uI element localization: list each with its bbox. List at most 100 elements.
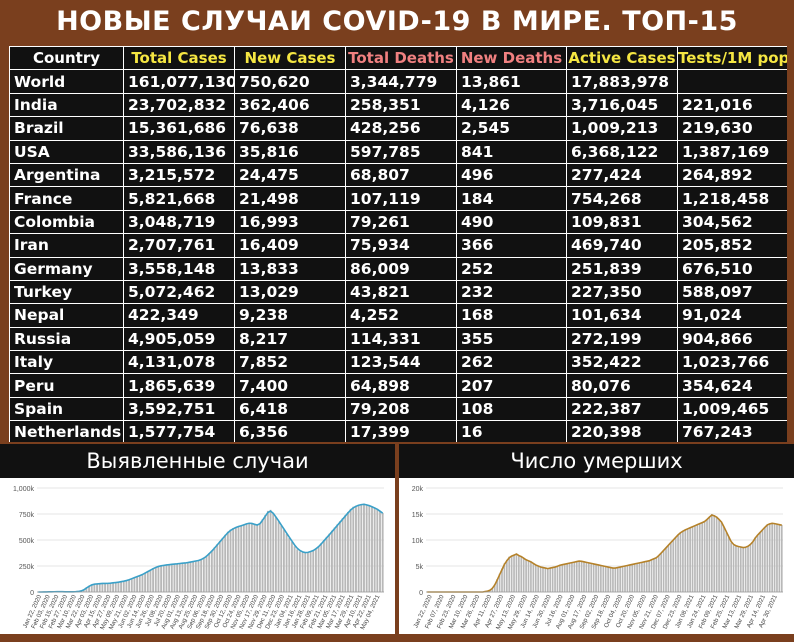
table-cell: 262 [456, 350, 567, 375]
table-cell [677, 69, 787, 94]
table-cell: 304,562 [677, 209, 787, 235]
cases-bar [333, 527, 336, 592]
table-row: Italy 4,131,078 7,852 123,544 262 352,422 1,02… [9, 350, 787, 375]
cases-bar [189, 561, 192, 592]
cases-bar [117, 582, 120, 592]
cases-bar [186, 562, 189, 592]
deaths-bar [696, 524, 699, 592]
cases-bar [157, 566, 160, 592]
deaths-bar [708, 516, 711, 592]
deaths-bar [706, 519, 708, 592]
table-cell: 496 [456, 162, 567, 188]
deaths-bar [643, 561, 646, 592]
cases-bar [170, 564, 173, 592]
table-cell: 428,256 [345, 116, 457, 141]
cases-bar [165, 564, 168, 592]
cases-bar [301, 552, 304, 592]
deaths-bar [744, 547, 747, 592]
cases-bar [368, 505, 371, 592]
cases-bar [184, 562, 187, 592]
table-cell: 227,350 [566, 279, 678, 305]
table-cell: 1,009,213 [566, 116, 678, 141]
cases-bar [133, 577, 136, 592]
table-cell: 33,586,136 [123, 139, 235, 164]
deaths-bar [679, 532, 682, 592]
cases-bar [339, 521, 341, 592]
deaths-bar [614, 568, 617, 592]
deaths-bar [590, 563, 593, 592]
deaths-bar [780, 524, 783, 592]
cases-bar [146, 571, 149, 592]
table-cell: 79,261 [345, 209, 457, 235]
cases-bar [141, 574, 144, 592]
deaths-bar [496, 579, 499, 592]
deaths-bar [515, 553, 518, 592]
cases-bar [106, 583, 109, 592]
table-cell: 422,349 [123, 303, 235, 328]
deaths-bar [662, 550, 665, 592]
deaths-bar [612, 568, 614, 592]
table-cell: 7,400 [234, 373, 346, 398]
deaths-bar [727, 537, 730, 592]
table-cell: 841 [456, 139, 567, 164]
cases-bar [237, 525, 240, 592]
table-row: India 23,702,832 362,406 258,351 4,126 3,716,… [9, 92, 787, 118]
deaths-bar [542, 567, 544, 592]
table-cell: 64,898 [345, 373, 457, 398]
table-cell: 16 [456, 420, 567, 442]
table-cell: 588,097 [677, 279, 787, 305]
deaths-bar [549, 568, 552, 592]
deaths-bar [737, 546, 740, 592]
cases-bar [365, 504, 368, 592]
deaths-bar [501, 568, 503, 592]
cases-bar [341, 518, 344, 592]
cases-bar [306, 552, 309, 592]
table-cell: 750,620 [234, 69, 346, 94]
cases-bar [178, 563, 181, 592]
deaths-bar [602, 566, 605, 592]
cases-bar [109, 583, 112, 592]
table-cell: 13,861 [456, 69, 567, 94]
table-cell: 114,331 [345, 326, 457, 352]
deaths-bar [537, 566, 540, 592]
cases-bar [197, 560, 200, 592]
table-cell: 4,905,059 [123, 326, 235, 352]
cases-bar [277, 521, 280, 592]
page-title: НОВЫЕ СЛУЧАИ COVID-19 В МИРЕ. ТОП-15 [56, 6, 738, 37]
deaths-bar [749, 544, 752, 592]
covid-table-container: Country Total Cases New Cases Total Deat… [9, 46, 787, 442]
cases-ytick-label: 250k [19, 564, 35, 571]
deaths-bar [701, 522, 704, 592]
deaths-bar [730, 542, 732, 592]
cases-bar [245, 523, 248, 592]
cases-bar [205, 555, 208, 592]
cases-bar [272, 512, 275, 592]
deaths-bar [556, 566, 559, 592]
deaths-bar [551, 567, 554, 592]
deaths-bar [768, 523, 771, 592]
deaths-bar [761, 529, 764, 592]
deaths-bar [648, 560, 650, 592]
deaths-bar [715, 516, 718, 592]
deaths-bar [764, 527, 766, 592]
cases-bar [250, 523, 253, 592]
cases-bar [98, 583, 101, 592]
deaths-bar [650, 559, 653, 592]
table-cell: 184 [456, 186, 567, 211]
table-row: Argentina 3,215,572 24,475 68,807 496 277,424… [9, 162, 787, 188]
deaths-ytick-label: 5k [416, 564, 424, 571]
deaths-bar [559, 564, 561, 592]
cases-bar [221, 537, 224, 592]
table-row: Peru 1,865,639 7,400 64,898 207 80,076 354,624 [9, 373, 787, 398]
cases-bar [293, 546, 296, 592]
deaths-bar [571, 562, 573, 592]
cases-bar [232, 528, 235, 592]
table-cell: 168 [456, 303, 567, 328]
cases-bar [160, 565, 163, 592]
deaths-bar [698, 523, 701, 592]
cases-bar [154, 567, 157, 592]
deaths-bar [686, 528, 689, 592]
table-cell: 75,934 [345, 233, 457, 258]
deaths-chart-panel: Число умерших 0 5k 10k 15k 20k Jan 22, 2020 Fe… [399, 444, 794, 634]
